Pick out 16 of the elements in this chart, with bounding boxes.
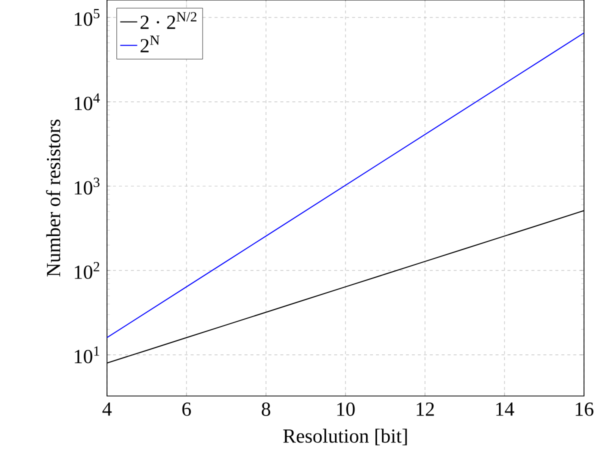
x-tick-label: 8	[262, 402, 270, 416]
x-tick-label: 12	[416, 402, 434, 416]
x-tick-label: 14	[496, 402, 514, 416]
x-tick-label: 6	[182, 402, 191, 416]
y-tick-label: 10$^{2}$	[74, 262, 100, 279]
x-tick-label: 16	[576, 402, 594, 416]
y-tick-label: 10$^{5}$	[74, 9, 100, 26]
x-tick-label: 4	[102, 402, 112, 416]
y-tick-label: 10$^{4}$	[74, 93, 100, 110]
legend-label: 2$^{N}$	[140, 36, 160, 52]
x-axis-title: Resolution [bit]	[283, 428, 407, 446]
y-axis-title: Number of resistors	[46, 120, 60, 277]
legend-label: 2 · 2$^{N/2}$	[140, 12, 196, 29]
y-tick-label: 10$^{3}$	[74, 178, 100, 195]
y-tick-label: 10$^{1}$	[74, 346, 100, 364]
x-tick-label: 10	[337, 402, 355, 416]
